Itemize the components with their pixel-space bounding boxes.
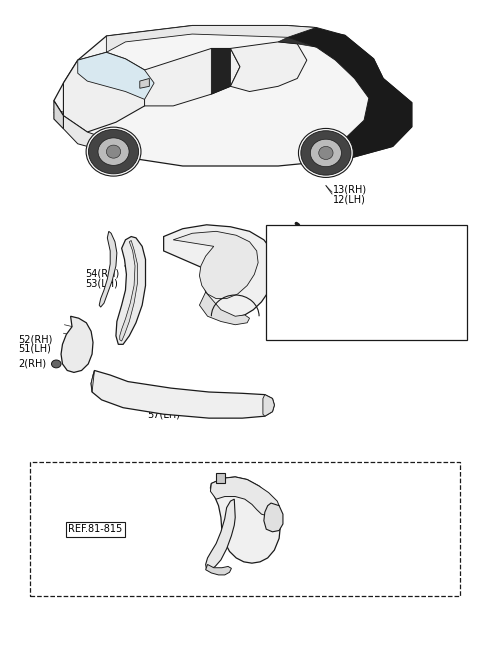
Text: (RH): (RH) [54,473,76,483]
Polygon shape [61,316,93,373]
Polygon shape [107,26,316,52]
Polygon shape [263,395,275,416]
Text: 51(LH): 51(LH) [18,344,51,354]
Bar [30,462,459,596]
Polygon shape [120,241,137,341]
Polygon shape [54,100,63,129]
Text: 9(RH): 9(RH) [276,233,304,243]
Text: 57(LH): 57(LH) [147,409,180,419]
Text: REF.81-815: REF.81-815 [68,524,122,534]
Text: 13(RH): 13(RH) [333,184,367,195]
Text: 8(RH): 8(RH) [324,251,351,261]
Polygon shape [63,52,154,132]
Polygon shape [216,473,225,483]
Polygon shape [264,503,283,532]
Polygon shape [230,42,307,92]
Polygon shape [205,499,235,569]
Ellipse shape [88,129,139,174]
Polygon shape [144,49,240,106]
Polygon shape [140,79,149,89]
Ellipse shape [51,360,61,368]
Text: 4(LH): 4(LH) [324,261,350,271]
Bar [266,226,467,340]
Text: 7(LH): 7(LH) [354,291,380,300]
Text: 10(RH): 10(RH) [324,316,358,327]
Polygon shape [164,225,276,318]
Polygon shape [63,115,135,152]
Polygon shape [211,49,230,94]
Polygon shape [278,37,316,47]
Text: 52(RH): 52(RH) [18,334,52,344]
Text: 58(RH): 58(RH) [147,400,181,410]
Polygon shape [91,371,95,392]
Polygon shape [116,237,145,344]
Polygon shape [288,26,412,159]
Polygon shape [54,26,412,166]
Polygon shape [99,232,117,307]
Polygon shape [199,292,250,325]
Ellipse shape [107,145,120,158]
Text: 53(LH): 53(LH) [85,279,118,289]
Text: 55: 55 [201,243,215,253]
Text: 12(LH): 12(LH) [333,194,366,204]
Text: 6(LH): 6(LH) [324,326,350,337]
Text: 5(LH): 5(LH) [276,243,302,253]
Polygon shape [205,564,231,575]
Polygon shape [173,232,258,298]
Text: 2(RH): 2(RH) [18,359,46,369]
Text: 54(RH): 54(RH) [85,269,119,279]
Polygon shape [210,477,279,516]
Ellipse shape [311,139,341,167]
Ellipse shape [301,131,351,175]
Polygon shape [210,477,281,563]
Ellipse shape [299,129,353,177]
Text: 11(RH): 11(RH) [354,281,388,291]
Polygon shape [78,52,154,99]
Polygon shape [91,371,275,418]
Ellipse shape [98,138,129,165]
Ellipse shape [86,127,141,176]
Ellipse shape [319,146,333,159]
Text: 56: 56 [254,468,268,478]
